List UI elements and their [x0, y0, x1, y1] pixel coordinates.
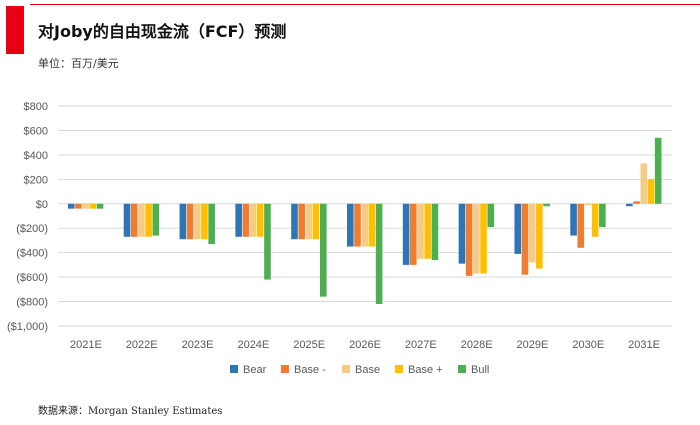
- x-tick-label: 2027E: [405, 339, 437, 351]
- y-tick-label: $600: [24, 125, 48, 137]
- legend-swatch: [458, 365, 466, 373]
- x-tick-label: 2026E: [349, 339, 381, 351]
- bar: [465, 203, 473, 276]
- bar: [591, 203, 599, 237]
- bar: [654, 137, 662, 204]
- bar: [186, 203, 194, 240]
- bar: [647, 179, 655, 204]
- bar: [235, 203, 242, 237]
- x-tick-label: 2021E: [70, 339, 102, 351]
- bar: [82, 203, 89, 209]
- bar: [458, 203, 466, 264]
- bar: [138, 203, 145, 237]
- bar: [96, 203, 104, 209]
- bar: [375, 203, 383, 304]
- bar: [536, 203, 543, 269]
- legend-label: Base -: [294, 364, 326, 376]
- bar: [431, 203, 439, 260]
- header-accent-bar: [6, 6, 24, 54]
- bar: [193, 203, 201, 240]
- unit-label: 单位：百万/美元: [38, 57, 119, 70]
- legend-label: Base: [355, 364, 380, 376]
- fcf-bar-chart: $800 $600 $400 $200 $0 ($200) ($400) ($600) ($80…: [7, 101, 672, 376]
- bar: [577, 203, 585, 248]
- bar: [633, 201, 640, 204]
- y-tick-label: $0: [36, 199, 48, 211]
- x-tick-label: 2023E: [182, 339, 214, 351]
- bar: [242, 203, 250, 237]
- bar: [179, 203, 187, 240]
- bar: [347, 203, 354, 247]
- bar: [152, 203, 160, 236]
- bar: [354, 203, 361, 247]
- legend-label: Base +: [408, 364, 443, 376]
- legend-label: Bull: [471, 364, 489, 376]
- bar: [473, 203, 480, 274]
- legend-swatch: [395, 365, 403, 373]
- bar: [410, 203, 417, 265]
- bar: [361, 203, 368, 247]
- y-tick-label: ($400): [16, 248, 48, 260]
- legend-swatch: [230, 365, 238, 373]
- legend-swatch: [342, 365, 350, 373]
- bar: [201, 203, 208, 240]
- bar: [305, 203, 313, 240]
- y-tick-label: ($1,000): [7, 321, 48, 333]
- bar: [67, 203, 75, 209]
- bar: [368, 203, 376, 247]
- x-tick-label: 2025E: [293, 339, 325, 351]
- bar: [319, 203, 327, 297]
- bar: [402, 203, 410, 265]
- y-tick-label: ($600): [16, 272, 48, 284]
- bar: [264, 203, 271, 280]
- bar: [208, 203, 215, 245]
- header-top-rule: [30, 4, 700, 5]
- bar: [521, 203, 529, 275]
- bar: [480, 203, 487, 274]
- bar: [626, 203, 633, 207]
- bar: [528, 203, 536, 263]
- y-tick-label: ($800): [16, 297, 48, 309]
- bar: [256, 203, 264, 237]
- bar: [291, 203, 298, 240]
- x-tick-label: 2030E: [572, 339, 604, 351]
- y-tick-label: ($200): [16, 223, 48, 235]
- bar: [298, 203, 305, 240]
- y-tick-label: $800: [24, 101, 48, 113]
- bar: [89, 203, 97, 209]
- bar: [424, 203, 432, 259]
- bar: [249, 203, 257, 237]
- y-tick-label: $200: [24, 174, 48, 186]
- bar: [514, 203, 522, 254]
- bar: [75, 203, 82, 209]
- x-tick-label: 2029E: [517, 339, 549, 351]
- bar: [584, 203, 592, 205]
- bar: [145, 203, 152, 237]
- x-tick-label: 2031E: [628, 339, 660, 351]
- page-title: 对Joby的自由现金流（FCF）预测: [38, 22, 287, 41]
- legend-label: Bear: [243, 364, 267, 376]
- bar: [123, 203, 131, 237]
- source-note: 数据来源：Morgan Stanley Estimates: [38, 406, 223, 417]
- bar: [417, 203, 424, 259]
- bar: [640, 163, 648, 204]
- bar: [312, 203, 320, 240]
- x-tick-label: 2022E: [126, 339, 158, 351]
- bar: [570, 203, 577, 236]
- legend-swatch: [281, 365, 289, 373]
- y-tick-label: $400: [24, 150, 48, 162]
- bar: [599, 203, 606, 227]
- bar: [543, 203, 550, 207]
- x-tick-label: 2028E: [461, 339, 493, 351]
- bar: [487, 203, 495, 227]
- bar: [130, 203, 138, 237]
- x-tick-label: 2024E: [237, 339, 269, 351]
